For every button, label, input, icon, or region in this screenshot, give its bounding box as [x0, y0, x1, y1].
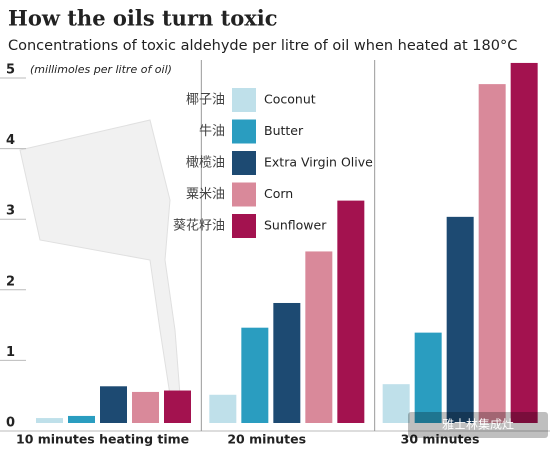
bar [414, 332, 442, 423]
y-tick-label: 1 [6, 345, 15, 360]
bar [164, 390, 191, 423]
legend-swatch [232, 119, 256, 144]
bar [68, 415, 95, 423]
x-tick-label: 30 minutes [401, 432, 480, 447]
y-tick-label: 5 [6, 63, 15, 78]
legend-label-zh: 牛油 [199, 124, 225, 139]
legend-swatch [232, 182, 256, 207]
legend-swatch [232, 88, 256, 112]
legend-label-zh: 粟米油 [186, 187, 225, 202]
legend-label: Corn [264, 186, 293, 201]
bar [382, 384, 410, 423]
legend-label-zh: 椰子油 [186, 93, 225, 108]
y-tick-label: 3 [6, 204, 15, 219]
legend-label: Butter [264, 123, 304, 138]
bar [100, 386, 127, 423]
bar [510, 62, 538, 423]
bar [241, 327, 269, 423]
bar [132, 391, 159, 423]
chart-title: How the oils turn toxic [8, 6, 278, 31]
y-axis-unit: (millimoles per litre of oil) [30, 63, 172, 76]
bar [446, 216, 474, 423]
legend-label-zh: 橄榄油 [186, 155, 225, 171]
legend-label: Extra Virgin Olive [264, 155, 373, 170]
watermark: 雅士林集成灶 [442, 417, 514, 432]
legend-swatch [232, 151, 256, 175]
watermark-bg [408, 412, 548, 438]
bar [209, 394, 237, 423]
bar [337, 200, 365, 423]
chart-subtitle: Concentrations of toxic aldehyde per lit… [8, 38, 517, 54]
bar [478, 84, 506, 424]
y-tick-label: 0 [6, 416, 15, 431]
legend-label: Coconut [264, 92, 316, 107]
legend-label-zh: 葵花籽油 [173, 218, 225, 234]
plot: 0 1 2 3 4 5 10 minutes heating time 20 minutes 3… [0, 60, 550, 447]
legend-swatch [232, 214, 256, 238]
legend-label: Sunflower [264, 218, 327, 233]
bar [36, 418, 63, 423]
bar [305, 251, 333, 423]
x-tick-label: 20 minutes [227, 432, 306, 447]
y-tick-label: 4 [6, 133, 15, 148]
bar [273, 302, 301, 423]
y-tick-label: 2 [6, 274, 15, 289]
x-tick-label: 10 minutes heating time [16, 432, 189, 447]
